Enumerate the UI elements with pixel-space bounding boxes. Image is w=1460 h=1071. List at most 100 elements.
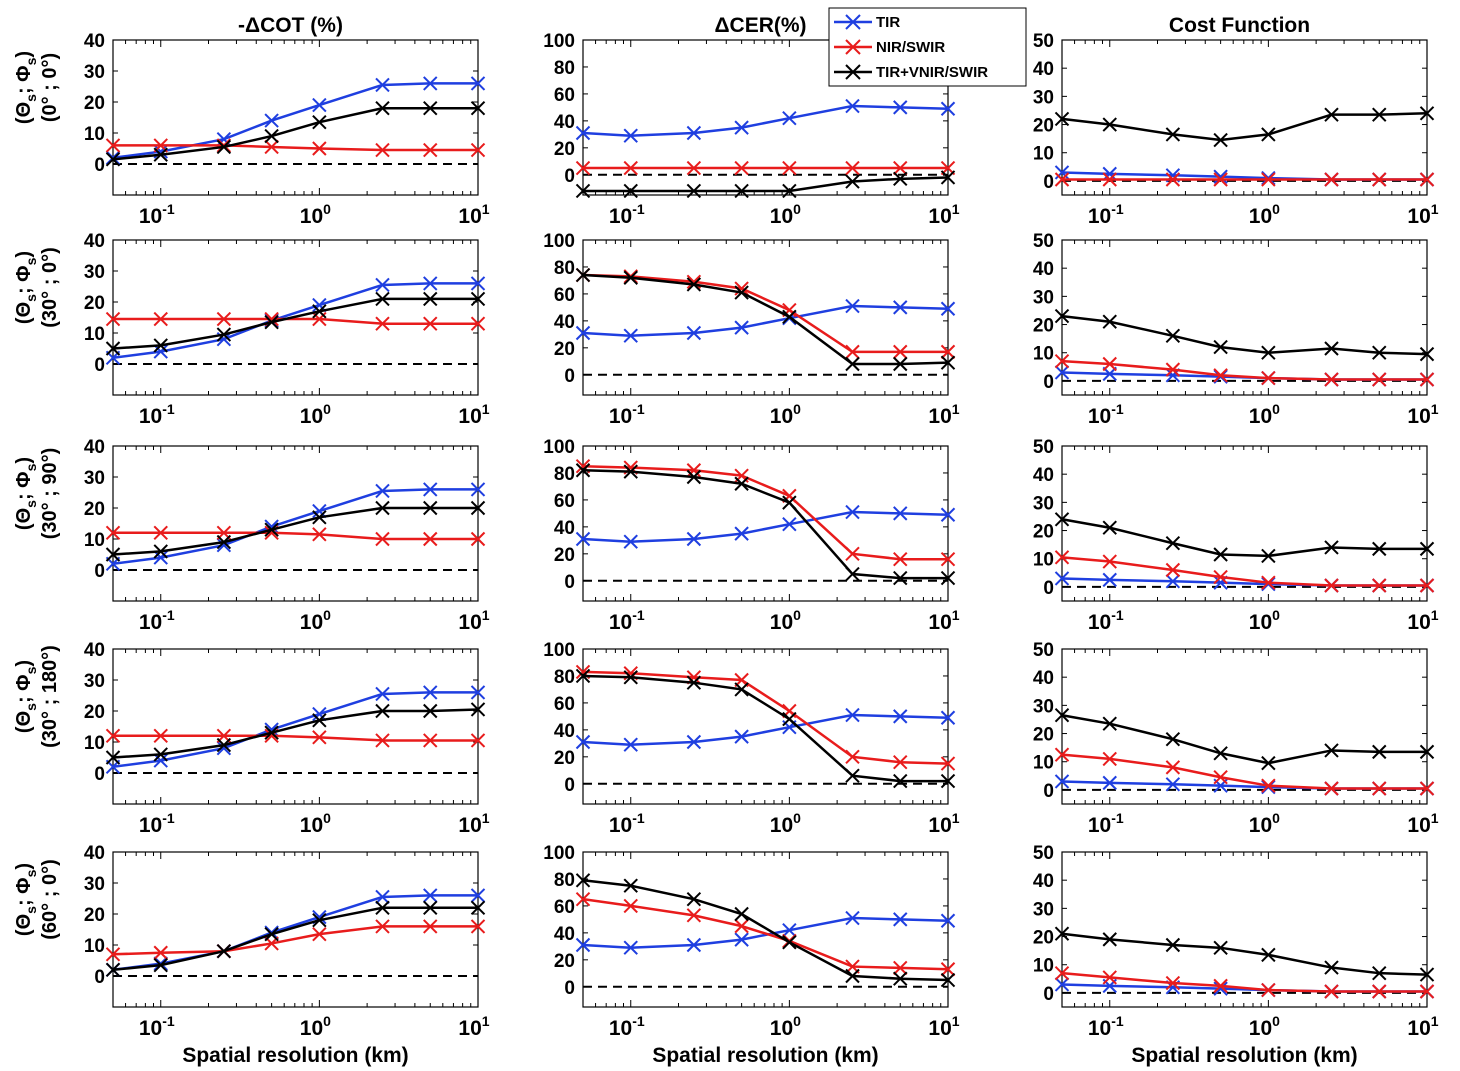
data-point-marker	[375, 500, 390, 516]
data-point-marker	[734, 729, 749, 744]
data-point-marker	[782, 516, 797, 532]
marker-stroke	[623, 270, 638, 285]
marker-stroke	[264, 113, 279, 128]
marker-stroke	[940, 913, 956, 928]
data-point-marker	[845, 504, 860, 520]
data-point-marker	[893, 356, 908, 372]
axes-box	[1061, 39, 1428, 196]
marker-stroke	[470, 76, 486, 91]
marker-stroke	[1213, 569, 1228, 585]
marker-stroke	[1324, 540, 1339, 555]
data-point-marker	[423, 142, 438, 158]
marker-stroke	[375, 77, 390, 93]
marker-stroke	[940, 301, 956, 316]
marker-stroke	[1261, 947, 1276, 963]
marker-stroke	[216, 534, 232, 550]
marker-stroke	[575, 664, 591, 680]
marker-stroke	[782, 309, 797, 325]
x-tick-label: 100	[1249, 1013, 1280, 1040]
x-tick-base: 10	[458, 611, 481, 634]
y-tick-label: 100	[543, 843, 575, 864]
row-label-angles-1: (Θs; Φs)	[13, 251, 39, 324]
data-point-marker	[1419, 106, 1435, 121]
data-point-marker	[1419, 541, 1435, 557]
marker-stroke	[216, 138, 232, 153]
data-point-marker	[375, 531, 390, 547]
data-point-marker	[1165, 574, 1181, 589]
data-point-marker	[940, 756, 956, 771]
row-label-theta: (Θ	[13, 102, 35, 124]
x-tick-label: 100	[300, 1013, 331, 1040]
marker-stroke	[1054, 512, 1070, 527]
data-point-marker	[1261, 370, 1276, 386]
marker-stroke	[575, 531, 591, 547]
data-point-marker	[375, 316, 390, 331]
data-point-marker	[216, 327, 232, 342]
marker-stroke	[1102, 932, 1117, 947]
data-point-marker	[470, 919, 486, 934]
x-tick-exponent: 0	[793, 1013, 801, 1029]
marker-stroke	[1165, 574, 1181, 589]
x-tick-base: 10	[770, 611, 793, 634]
marker-stroke	[264, 139, 279, 155]
x-tick-exponent: 0	[323, 810, 331, 826]
data-point-marker	[1165, 777, 1181, 792]
marker-stroke	[1102, 572, 1117, 588]
x-tick-base: 10	[770, 205, 793, 228]
marker-stroke	[575, 668, 591, 684]
y-tick-label: 40	[554, 312, 575, 333]
data-point-marker	[686, 734, 702, 750]
marker-stroke	[1102, 172, 1117, 187]
x-tick-exponent: -1	[162, 1013, 175, 1029]
data-point-marker	[940, 962, 956, 977]
series-line-tir	[582, 916, 949, 949]
marker-stroke	[423, 888, 438, 903]
data-point-marker	[845, 356, 860, 372]
marker-stroke	[575, 183, 591, 199]
series-line-tir	[112, 282, 478, 360]
x-tick-base: 10	[1088, 814, 1111, 837]
data-point-marker	[893, 160, 908, 176]
x-tick-label: 10-1	[609, 201, 645, 228]
y-tick-label: 40	[1033, 871, 1054, 892]
marker-stroke	[893, 773, 908, 789]
marker-stroke	[105, 311, 121, 327]
data-point-marker	[845, 298, 860, 314]
data-point-marker	[686, 908, 702, 923]
series-line-tir-vnir-swir	[582, 879, 949, 982]
marker-stroke	[423, 76, 438, 91]
data-point-marker	[1102, 572, 1117, 588]
data-point-marker	[216, 943, 232, 959]
y-tick-label: 50	[1033, 640, 1054, 661]
row-label-theta: (Θ	[13, 508, 35, 530]
marker-stroke	[1102, 716, 1117, 731]
data-point-marker	[1054, 165, 1070, 180]
marker-stroke	[1102, 751, 1117, 767]
marker-stroke	[375, 316, 390, 331]
marker-stroke	[1419, 541, 1435, 557]
data-point-marker	[1261, 755, 1276, 771]
data-point-marker	[1054, 747, 1070, 762]
marker-stroke	[1102, 166, 1117, 182]
axes-box	[582, 648, 949, 805]
data-point-marker	[893, 960, 908, 976]
data-point-marker	[623, 940, 638, 955]
x-tick-exponent: -1	[1111, 810, 1124, 826]
y-tick-label: 20	[84, 499, 105, 520]
data-point-marker	[264, 522, 279, 537]
data-point-marker	[470, 482, 486, 497]
marker-stroke	[470, 482, 486, 497]
data-point-marker	[1372, 781, 1387, 796]
x-tick-exponent: 0	[793, 401, 801, 417]
marker-stroke	[375, 483, 390, 499]
data-point-marker	[1102, 716, 1117, 731]
y-tick-label: 20	[84, 702, 105, 723]
x-tick-base: 10	[458, 814, 481, 837]
x-tick-base: 10	[1088, 405, 1111, 428]
marker-stroke	[940, 344, 956, 360]
data-point-marker	[470, 500, 486, 516]
series-line-tir	[582, 713, 949, 746]
